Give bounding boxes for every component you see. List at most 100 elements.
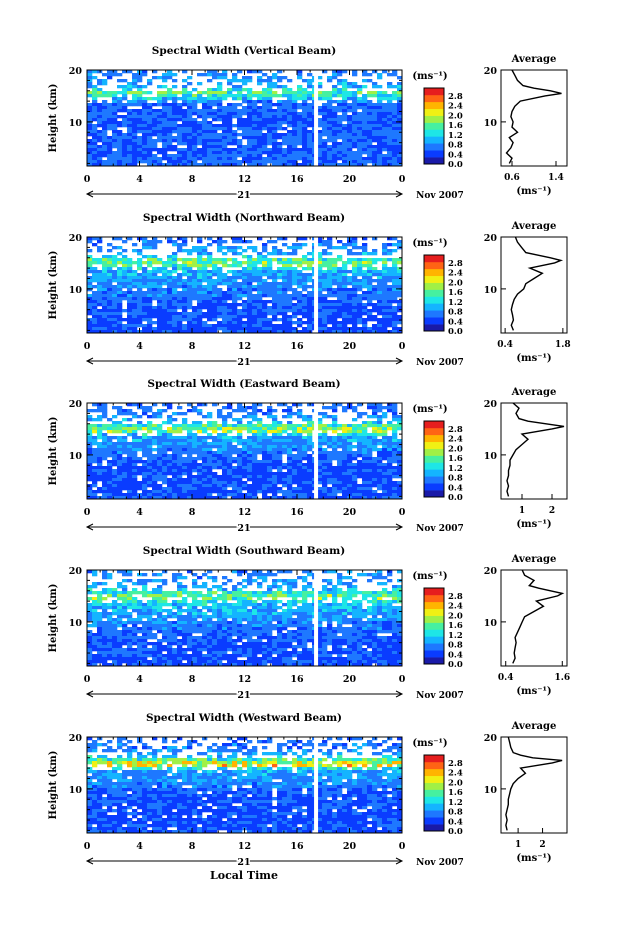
colorbar-unit: (ms⁻¹) [412, 238, 447, 249]
colorbar-segment [424, 796, 444, 804]
x-tick-label: 16 [290, 174, 304, 185]
colorbar-segment [424, 317, 444, 325]
colorbar-segment [424, 289, 444, 297]
avg-y-tick-label: 10 [484, 118, 498, 129]
x-tick-label: 0 [399, 174, 406, 185]
colorbar-segment [424, 650, 444, 658]
colorbar-tick-label: 0.4 [448, 483, 463, 493]
average-frame [500, 736, 568, 834]
x-tick-label: 8 [189, 507, 196, 518]
y-tick-label: 20 [69, 233, 83, 244]
average-title: Average [511, 54, 557, 65]
colorbar-segment [424, 150, 444, 158]
arrow-left-icon [85, 857, 94, 865]
average-profile-line [510, 236, 564, 331]
colorbar-frame [423, 587, 445, 665]
y-tick-label: 20 [69, 733, 83, 744]
average-profile: Average 10 20 1 2 (ms⁻¹) [484, 721, 568, 864]
colorbar-segment [424, 324, 444, 332]
colorbar-frame [423, 87, 445, 165]
panel-title: Spectral Width (Vertical Beam) [152, 45, 336, 57]
colorbar-unit: (ms⁻¹) [412, 404, 447, 415]
colorbar-tick-label: 2.0 [448, 611, 463, 621]
average-profile-line [506, 402, 565, 497]
colorbar-segment [424, 157, 444, 165]
colorbar-segment [424, 101, 444, 110]
average-title: Average [511, 221, 557, 232]
average-unit: (ms⁻¹) [516, 519, 551, 530]
colorbar-tick-label: 0.8 [448, 308, 463, 318]
colorbar-tick-label: 2.4 [448, 102, 463, 112]
avg-y-tick-label: 20 [484, 66, 498, 77]
arrow-left-icon [85, 190, 94, 198]
month-label: Nov 2007 [416, 524, 464, 534]
colorbar-segment [424, 261, 444, 270]
colorbar-tick-label: 1.6 [448, 621, 463, 631]
colorbar-tick-label: 0.4 [448, 650, 463, 660]
arrow-right-icon [395, 357, 404, 365]
colorbar-segment [424, 490, 444, 498]
colorbar-tick-label: 2.0 [448, 778, 463, 788]
panel-title: Spectral Width (Westward Beam) [146, 712, 342, 724]
colorbar-segment [424, 296, 444, 304]
colorbar-segment [424, 427, 444, 436]
x-tick-label: 16 [290, 841, 304, 852]
average-profile: Average 10 20 1 2 (ms⁻¹) [484, 387, 568, 530]
colorbar-segment [424, 122, 444, 130]
month-label: Nov 2007 [416, 191, 464, 201]
avg-x-tick-label: 1.8 [555, 340, 571, 350]
colorbar-segment [424, 94, 444, 103]
colorbar-tick-label: 2.8 [448, 759, 463, 769]
colorbar-tick-label: 2.4 [448, 602, 463, 612]
colorbar-segment [424, 455, 444, 463]
colorbar-segment [424, 143, 444, 151]
colorbar-tick-label: 2.0 [448, 278, 463, 288]
date-label: 21 [237, 190, 250, 201]
x-tick-label: 4 [136, 341, 143, 352]
x-tick-label: 0 [399, 841, 406, 852]
avg-x-tick-label: 2 [539, 840, 545, 850]
colorbar-tick-label: 1.6 [448, 121, 463, 131]
avg-y-tick-label: 20 [484, 566, 498, 577]
y-tick-label: 10 [69, 451, 83, 462]
colorbar-segment [424, 810, 444, 818]
y-tick-label: 10 [69, 785, 83, 796]
colorbar-segment [424, 755, 444, 763]
y-axis-label: Height (km) [48, 417, 59, 486]
x-tick-label: 12 [238, 341, 251, 352]
average-title: Average [511, 554, 557, 565]
colorbar-segment [424, 824, 444, 832]
avg-x-tick-label: 1 [519, 506, 525, 516]
x-tick-label: 4 [136, 507, 143, 518]
y-tick-label: 20 [69, 66, 83, 77]
colorbar-tick-label: 1.2 [448, 298, 463, 308]
x-tick-label: 0 [84, 341, 91, 352]
y-tick-label: 20 [69, 566, 83, 577]
colorbar-tick-label: 1.2 [448, 631, 463, 641]
x-tick-label: 8 [189, 341, 196, 352]
avg-y-tick-label: 10 [484, 785, 498, 796]
average-profile-line [505, 69, 562, 164]
colorbar-segment [424, 421, 444, 429]
colorbar-segment [424, 643, 444, 651]
colorbar-tick-label: 0.0 [448, 660, 463, 670]
colorbar-tick-label: 2.8 [448, 92, 463, 102]
panel-1: Spectral Width (Northward Beam) 10 20 Heigh… [48, 212, 571, 370]
colorbar-segment [424, 775, 444, 783]
panels: Spectral Width (Vertical Beam)1020Height… [48, 45, 571, 870]
y-tick-label: 10 [69, 285, 83, 296]
heatmap-cells [87, 237, 402, 333]
colorbar-segment [424, 789, 444, 797]
colorbar-segment [424, 615, 444, 623]
colorbar-tick-label: 2.4 [448, 769, 463, 779]
colorbar-segment [424, 268, 444, 277]
x-tick-label: 20 [343, 174, 357, 185]
x-axis-label: Local Time [210, 869, 278, 882]
colorbar-segment [424, 601, 444, 610]
colorbar-segment [424, 115, 444, 123]
x-tick-label: 0 [84, 674, 91, 685]
x-tick-label: 0 [84, 174, 91, 185]
colorbar-tick-label: 0.8 [448, 808, 463, 818]
colorbar-segment [424, 636, 444, 644]
colorbar-segment [424, 448, 444, 456]
